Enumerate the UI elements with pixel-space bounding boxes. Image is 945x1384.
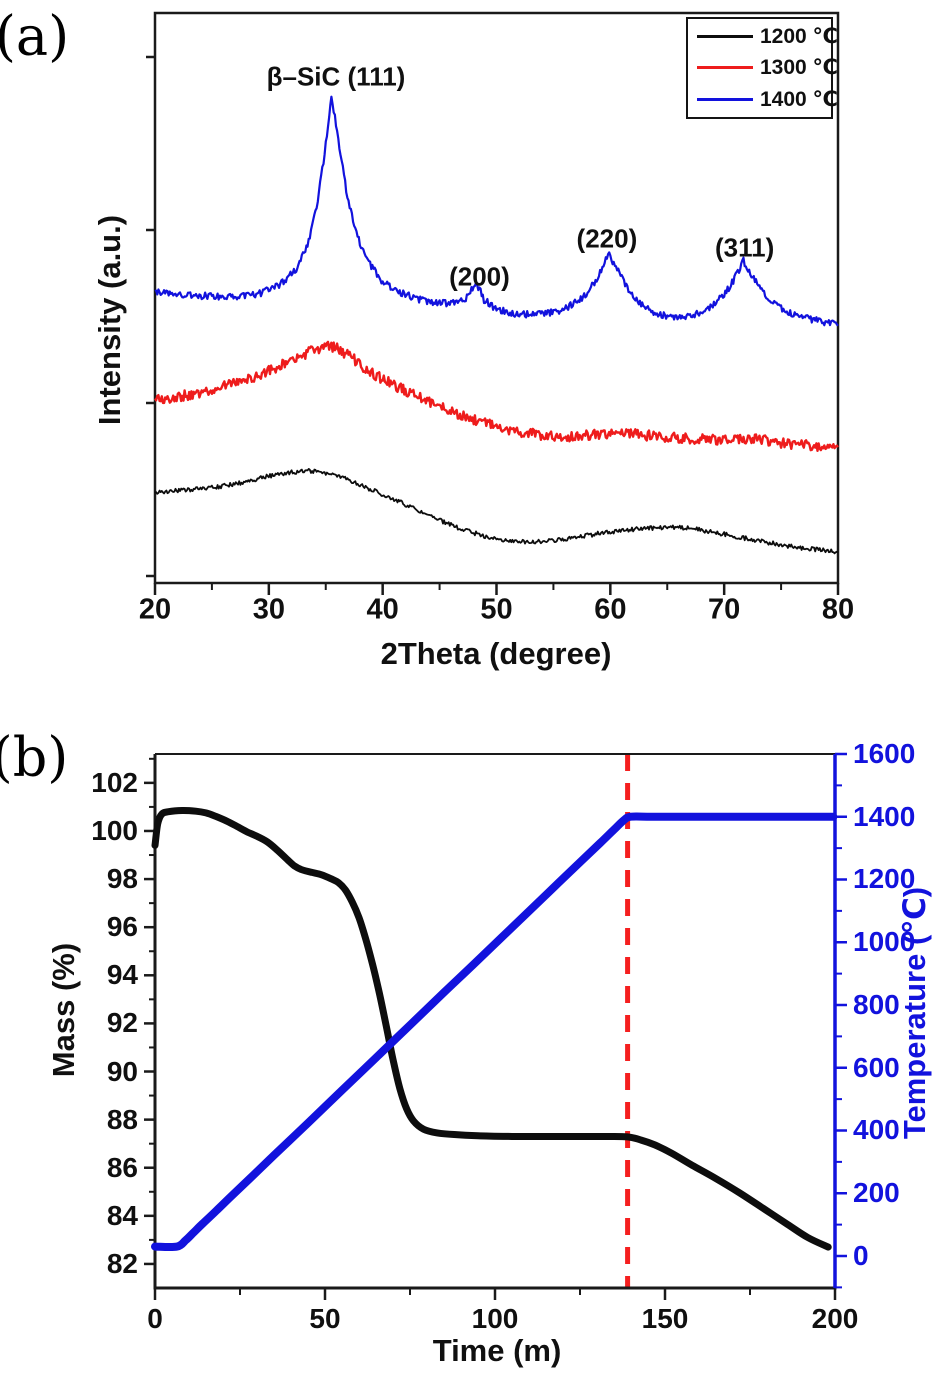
- xrd-curve-1300: [153, 340, 839, 452]
- tga-curve-temperature: [151, 812, 838, 1252]
- tga-curve-mass: [151, 806, 832, 1251]
- xrd-curve-1200: [154, 468, 839, 555]
- xrd-plot-frame: [153, 11, 840, 585]
- xrd-curve-1400: [154, 95, 839, 327]
